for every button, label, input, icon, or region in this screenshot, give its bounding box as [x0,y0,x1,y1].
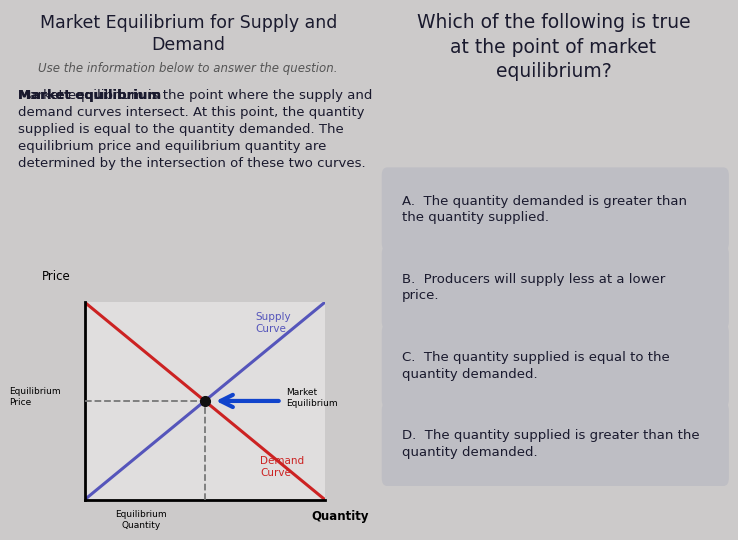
Text: Quantity: Quantity [311,510,369,523]
Text: Market equilibrium: Market equilibrium [18,89,162,102]
Text: Demand
Curve: Demand Curve [260,456,304,478]
Text: Market equilibrium is the point where the supply and
demand curves intersect. At: Market equilibrium is the point where th… [18,89,373,170]
Text: Equilibrium
Price: Equilibrium Price [9,387,61,407]
FancyBboxPatch shape [382,246,729,329]
Text: A.  The quantity demanded is greater than
the quantity supplied.: A. The quantity demanded is greater than… [401,194,686,224]
Text: Market Equilibrium for Supply and
Demand: Market Equilibrium for Supply and Demand [40,14,337,53]
Text: D.  The quantity supplied is greater than the
quantity demanded.: D. The quantity supplied is greater than… [401,429,699,459]
Text: Market
Equilibrium: Market Equilibrium [286,388,338,408]
Text: Which of the following is true
at the point of market
equilibrium?: Which of the following is true at the po… [417,14,690,81]
Text: Price: Price [42,271,71,284]
FancyBboxPatch shape [382,167,729,251]
Text: C.  The quantity supplied is equal to the
quantity demanded.: C. The quantity supplied is equal to the… [401,351,669,381]
FancyBboxPatch shape [382,324,729,408]
Text: Supply
Curve: Supply Curve [255,312,291,334]
FancyBboxPatch shape [382,402,729,486]
Text: Market equilibrium: Market equilibrium [18,89,162,102]
Text: B.  Producers will supply less at a lower
price.: B. Producers will supply less at a lower… [401,273,665,302]
Text: Use the information below to answer the question.: Use the information below to answer the … [38,62,338,75]
Text: Equilibrium
Quantity: Equilibrium Quantity [115,510,167,530]
